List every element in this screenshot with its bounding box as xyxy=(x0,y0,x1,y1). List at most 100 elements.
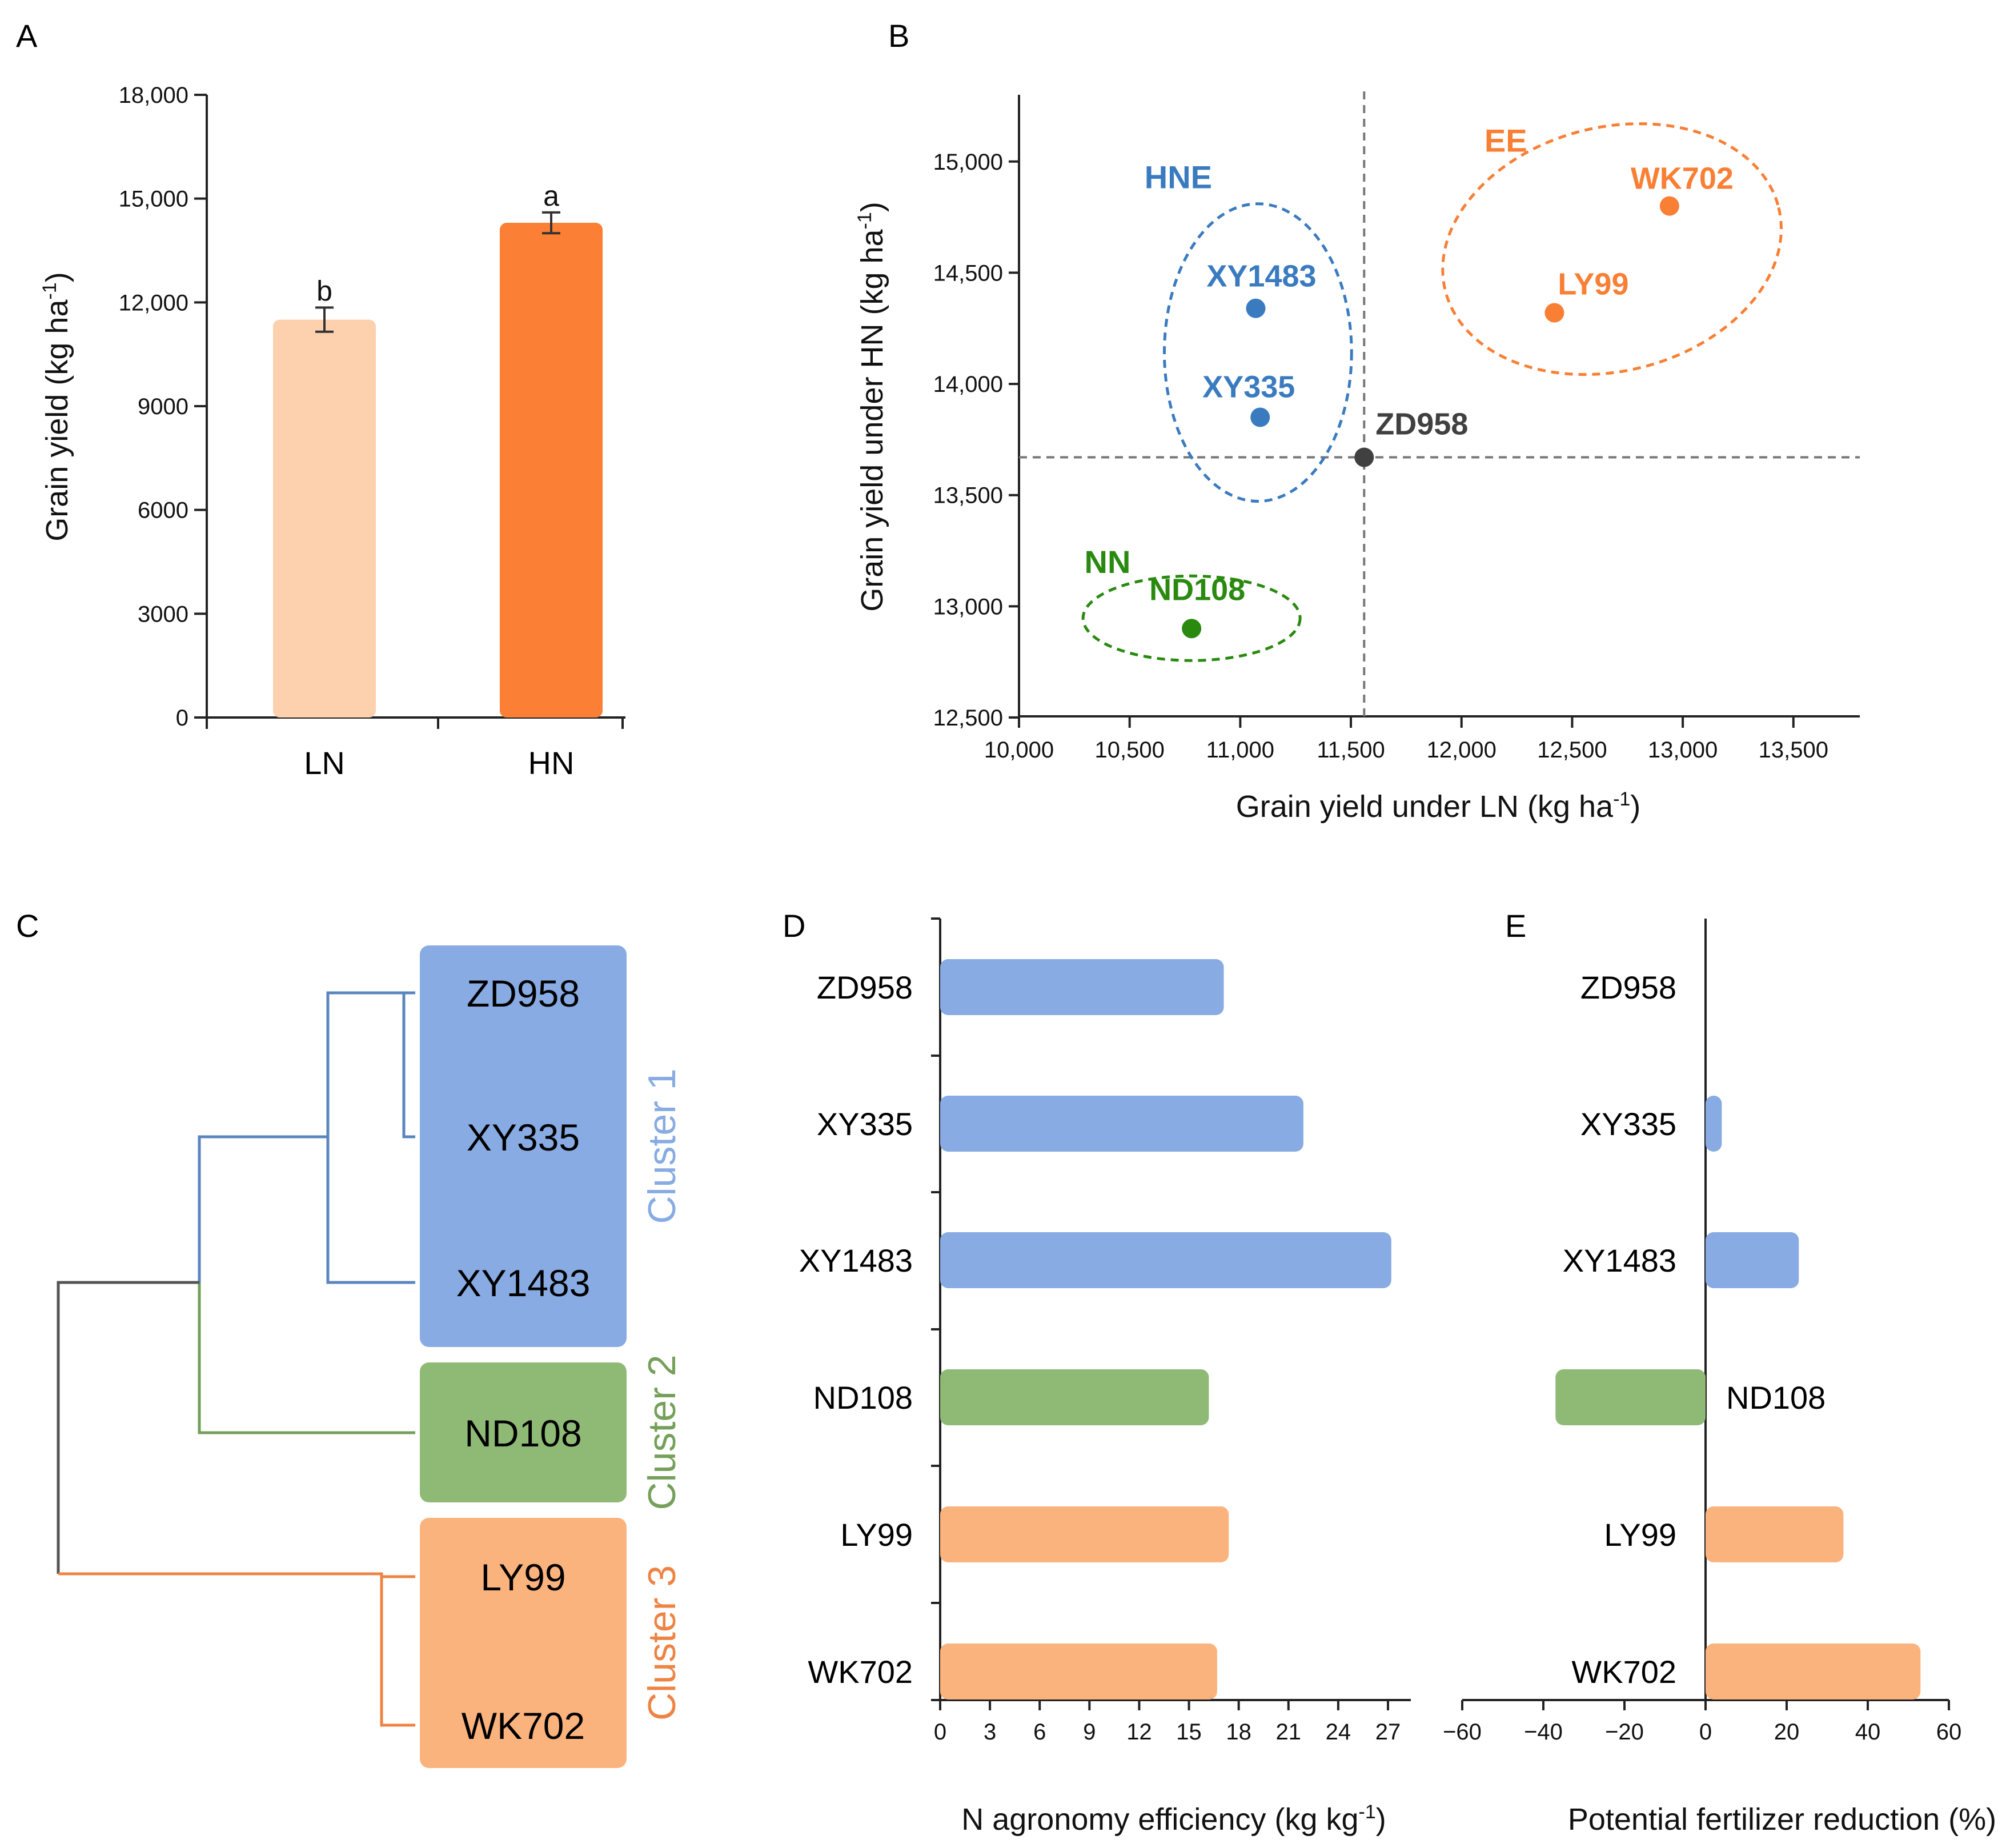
e-category-LY99: LY99 xyxy=(1604,1517,1676,1553)
a-y-tick-label: 3000 xyxy=(138,602,188,627)
group-label-HNE: HNE xyxy=(1145,159,1212,195)
panel-b-y-axis-title: Grain yield under HN (kg ha-1) xyxy=(854,202,889,612)
d-category-XY335: XY335 xyxy=(817,1106,913,1142)
panel-e-bar-chart: −60 −40 −20 0 20 40 60 ZD958 XY335 XY1483 ND108 LY… xyxy=(1443,919,1996,1837)
b-y-tick-label: 14,000 xyxy=(933,372,1003,397)
leaf-label-XY335: XY335 xyxy=(467,1116,580,1158)
leaf-label-ZD958: ZD958 xyxy=(467,972,580,1015)
e-x-tick-label: 60 xyxy=(1936,1719,1962,1745)
e-x-tick-label: −20 xyxy=(1605,1719,1644,1745)
tree-branch-cluster1-root xyxy=(199,1137,328,1282)
d-category-ND108: ND108 xyxy=(813,1380,913,1416)
d-x-tick-label: 6 xyxy=(1033,1719,1046,1745)
cluster-label-1: Cluster 1 xyxy=(640,1068,684,1224)
point-label-ZD958: ZD958 xyxy=(1375,407,1468,442)
e-category-WK702: WK702 xyxy=(1571,1654,1676,1690)
b-x-tick-label: 11,000 xyxy=(1206,737,1274,763)
point-label-XY335: XY335 xyxy=(1202,370,1295,404)
tree-branch-cluster1-inner xyxy=(404,993,415,1137)
point-XY1483 xyxy=(1246,299,1265,318)
a-y-tick-label: 18,000 xyxy=(119,83,188,108)
panel-label-a: A xyxy=(16,18,38,54)
e-bar-XY335 xyxy=(1706,1096,1722,1152)
d-bar-ND108 xyxy=(940,1369,1209,1425)
point-label-LY99: LY99 xyxy=(1558,267,1628,302)
bar-HN xyxy=(500,223,603,717)
e-bar-WK702 xyxy=(1706,1643,1920,1699)
cluster-label-3: Cluster 3 xyxy=(640,1565,684,1721)
a-y-tick-label: 6000 xyxy=(138,498,188,523)
point-LY99 xyxy=(1544,303,1564,323)
point-label-WK702: WK702 xyxy=(1631,162,1734,196)
b-x-tick-label: 12,500 xyxy=(1537,737,1607,763)
leaf-label-ND108: ND108 xyxy=(464,1412,581,1454)
b-x-tick-label: 10,000 xyxy=(984,737,1054,763)
point-XY335 xyxy=(1250,407,1270,427)
e-bar-XY1483 xyxy=(1706,1232,1799,1288)
panel-label-c: C xyxy=(16,908,39,944)
significance-HN: a xyxy=(543,180,559,212)
d-category-ZD958: ZD958 xyxy=(817,969,913,1005)
point-ND108 xyxy=(1182,619,1201,638)
b-y-tick-label: 12,500 xyxy=(933,705,1003,731)
a-y-tick-label: 9000 xyxy=(138,394,188,419)
b-x-tick-label: 12,000 xyxy=(1427,737,1497,763)
d-x-tick-label: 3 xyxy=(984,1719,996,1745)
panel-d-x-axis-title: N agronomy efficiency (kg kg-1) xyxy=(961,1801,1386,1837)
e-category-XY1483: XY1483 xyxy=(1563,1242,1676,1278)
b-y-tick-label: 15,000 xyxy=(933,150,1003,175)
d-x-tick-label: 24 xyxy=(1326,1719,1351,1745)
d-category-XY1483: XY1483 xyxy=(799,1242,913,1278)
d-x-tick-label: 27 xyxy=(1375,1719,1401,1745)
d-x-tick-label: 15 xyxy=(1176,1719,1202,1745)
d-x-tick-label: 21 xyxy=(1276,1719,1302,1745)
d-x-tick-label: 12 xyxy=(1126,1719,1152,1745)
e-x-tick-label: 40 xyxy=(1855,1719,1881,1745)
panel-b-x-axis-title: Grain yield under LN (kg ha-1) xyxy=(1236,788,1641,824)
e-category-ND108: ND108 xyxy=(1726,1380,1826,1416)
panel-b-scatter: 12,500 13,000 13,500 14,000 14,500 15,000 10,… xyxy=(854,89,1860,824)
d-bar-WK702 xyxy=(940,1643,1217,1699)
bar-LN xyxy=(273,320,376,717)
panel-c-dendrogram: Cluster 1 Cluster 2 Cluster 3 ZD958 XY335 XY1… xyxy=(58,945,684,1768)
leaf-label-WK702: WK702 xyxy=(462,1705,585,1747)
d-category-LY99: LY99 xyxy=(840,1517,913,1553)
d-bar-XY335 xyxy=(940,1096,1303,1152)
panel-d-bar-chart: 0 3 6 9 12 15 18 21 24 27 ZD958 XY335 XY1483 ND108 LY… xyxy=(799,919,1411,1837)
b-x-tick-label: 11,500 xyxy=(1317,737,1385,763)
e-category-XY335: XY335 xyxy=(1580,1106,1676,1142)
a-x-label-LN: LN xyxy=(304,745,345,781)
tree-branch-cluster1-outer xyxy=(328,993,415,1282)
e-x-tick-label: −40 xyxy=(1524,1719,1563,1745)
cluster-label-2: Cluster 2 xyxy=(640,1354,684,1510)
panel-label-d: D xyxy=(783,908,805,944)
b-x-tick-label: 13,500 xyxy=(1759,737,1828,763)
figure-canvas: A B C D E 0 3000 6000 9000 12,000 15,000 18,00… xyxy=(0,0,2010,1848)
a-y-tick-label: 0 xyxy=(176,705,188,731)
e-x-tick-label: 20 xyxy=(1774,1719,1800,1745)
b-x-tick-label: 10,500 xyxy=(1095,737,1165,763)
e-bar-ND108 xyxy=(1555,1369,1706,1425)
panel-a-y-axis-title: Grain yield (kg ha-1) xyxy=(39,272,74,541)
b-y-tick-label: 14,500 xyxy=(933,260,1003,286)
tree-branch-cluster2 xyxy=(199,1282,415,1433)
leaf-label-LY99: LY99 xyxy=(480,1556,565,1598)
e-bar-LY99 xyxy=(1706,1506,1843,1562)
d-bar-ZD958 xyxy=(940,959,1224,1015)
tree-branch-root xyxy=(58,1282,199,1574)
b-x-tick-label: 13,000 xyxy=(1648,737,1718,763)
a-x-label-HN: HN xyxy=(528,745,575,781)
group-ellipse-EE xyxy=(1416,89,1808,409)
b-y-tick-label: 13,500 xyxy=(933,483,1003,508)
panel-label-b: B xyxy=(888,18,909,54)
panel-label-e: E xyxy=(1505,908,1526,944)
e-category-ZD958: ZD958 xyxy=(1580,969,1676,1005)
panel-e-x-axis-title: Potential fertilizer reduction (%) xyxy=(1568,1802,1996,1837)
d-x-tick-label: 9 xyxy=(1083,1719,1096,1745)
d-bar-LY99 xyxy=(940,1506,1229,1562)
d-bar-XY1483 xyxy=(940,1232,1391,1288)
e-x-tick-label: 0 xyxy=(1699,1719,1712,1745)
group-label-NN: NN xyxy=(1085,544,1131,580)
point-label-ND108: ND108 xyxy=(1149,572,1245,607)
